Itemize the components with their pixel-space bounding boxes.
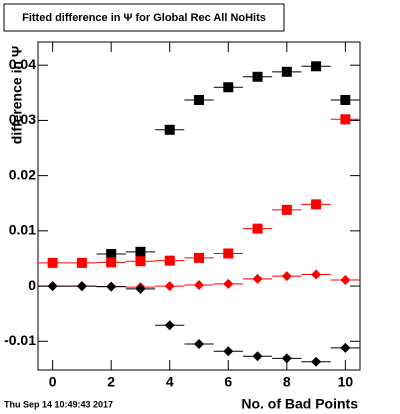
square-marker [223,82,234,93]
x-tick-label: 6 [224,374,232,390]
diamond-marker [252,351,263,362]
y-axis-title: difference in Ψ [9,46,25,144]
x-tick-label: 4 [166,374,174,390]
diamond-marker [340,342,351,353]
diamond-marker [311,356,322,367]
diamond-marker [194,339,204,350]
square-marker [252,223,263,234]
diamond-marker [223,346,234,357]
x-axis-title: No. of Bad Points [241,396,358,412]
square-marker [340,114,351,125]
x-tick-label: 10 [338,374,354,390]
diamond-marker [47,281,58,292]
diamond-marker [311,269,322,280]
diamond-marker [252,273,263,284]
square-marker [223,248,234,259]
y-tick-label: 0.02 [9,166,36,182]
y-tick-label: 0 [28,277,36,293]
diamond-marker [76,281,87,292]
square-marker [76,257,87,268]
square-marker [340,94,351,105]
square-marker [281,66,292,77]
diamond-marker [340,274,351,285]
square-marker [106,257,117,268]
diamond-marker [281,353,292,364]
square-marker [194,94,204,105]
square-marker [281,204,292,215]
diamond-marker [135,283,146,294]
diamond-marker [194,279,204,290]
square-marker [164,124,175,135]
y-tick-label: 0.01 [9,222,36,238]
y-tick-label: 0.03 [9,111,36,127]
chart-title: Fitted difference in Ψ for Global Rec Al… [22,12,266,24]
title-box [3,3,285,32]
square-marker [106,249,117,260]
square-marker [252,71,263,82]
square-marker [135,256,146,267]
square-marker [311,61,322,72]
square-marker [135,246,146,257]
square-marker [164,255,175,266]
timestamp: Thu Sep 14 10:49:43 2017 [4,399,113,409]
diamond-marker [106,281,117,292]
diamond-marker [281,271,292,282]
diamond-marker [164,281,175,292]
x-tick-label: 0 [49,374,57,390]
plot-frame [37,41,361,371]
diamond-marker [223,278,234,289]
x-tick-label: 2 [107,374,115,390]
y-tick-label: -0.01 [4,332,36,348]
diamond-marker [164,320,175,331]
square-marker [311,199,322,210]
x-tick-label: 8 [283,374,291,390]
y-tick-label: 0.04 [9,56,36,72]
square-marker [194,252,204,263]
square-marker [47,257,58,268]
